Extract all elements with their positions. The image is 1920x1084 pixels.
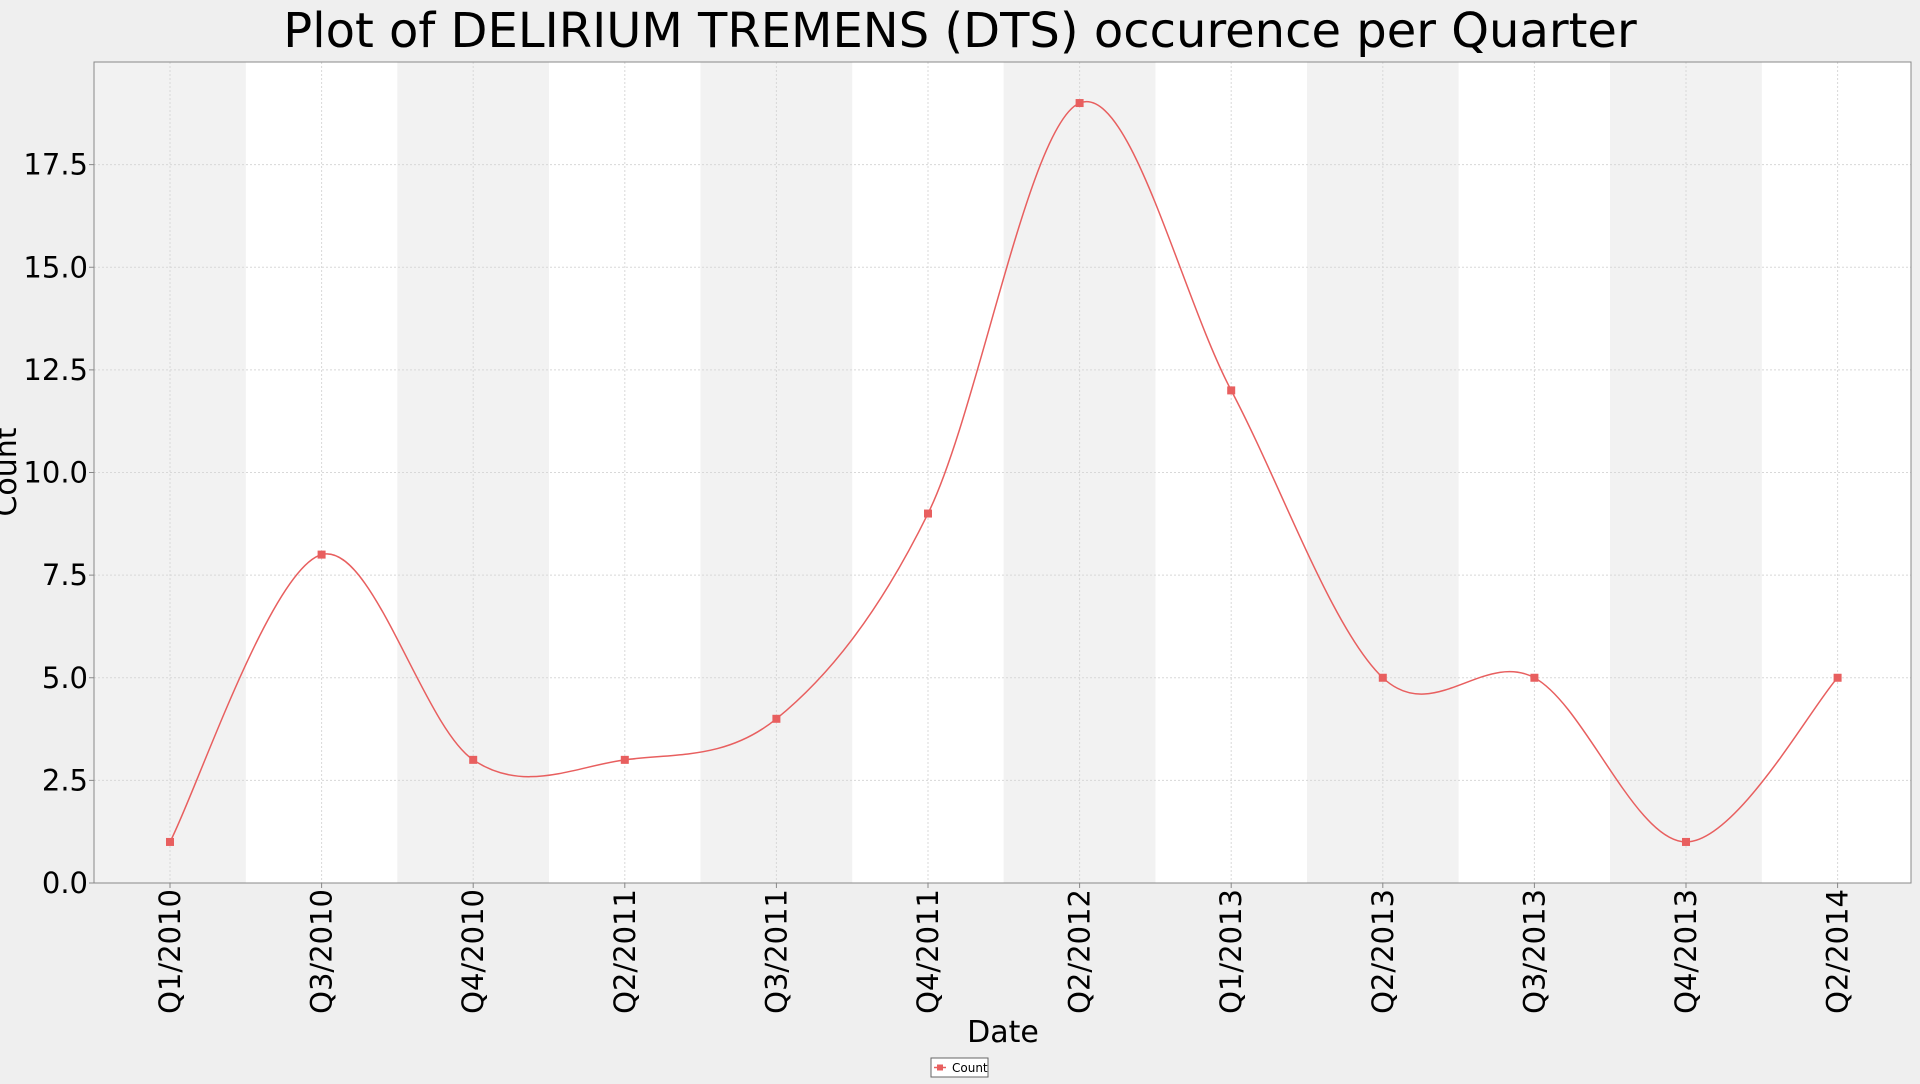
- data-point: [1833, 673, 1842, 682]
- x-tick-label: Q4/2011: [911, 889, 945, 1014]
- y-tick-label: 5.0: [42, 661, 88, 695]
- y-tick-label: 7.5: [42, 558, 88, 592]
- x-tick-label: Q2/2014: [1821, 889, 1855, 1014]
- data-points: [166, 99, 1842, 846]
- legend: Count: [930, 1057, 989, 1078]
- x-tick-label: Q4/2010: [456, 889, 490, 1014]
- x-tick-label: Q3/2011: [759, 889, 793, 1014]
- x-tick-label: Q1/2013: [1214, 889, 1248, 1014]
- y-axis: 0.0 2.5 5.0 7.5 10.0 12.5 15.0 17.5: [23, 148, 94, 900]
- data-point: [1530, 673, 1539, 682]
- data-point: [166, 837, 174, 846]
- legend-marker-swatch: [937, 1064, 943, 1071]
- x-tick-label: Q2/2013: [1366, 889, 1400, 1014]
- x-tick-label: Q3/2010: [305, 889, 339, 1014]
- data-point: [772, 714, 781, 723]
- grid-lines: [94, 62, 1911, 884]
- legend-box: [930, 1057, 989, 1078]
- y-axis-label: Count: [0, 427, 24, 516]
- x-tick-label: Q3/2013: [1517, 889, 1551, 1014]
- x-tick-label: Q4/2013: [1669, 889, 1703, 1014]
- legend-label-count: Count: [952, 1061, 988, 1075]
- data-point: [1682, 837, 1690, 846]
- x-axis: Q1/2010 Q3/2010 Q4/2010 Q2/2011 Q3/2011 Q4/20…: [153, 883, 1855, 1014]
- y-tick-label: 17.5: [23, 148, 88, 182]
- y-tick-label: 15.0: [23, 250, 88, 284]
- y-tick-label: 10.0: [23, 456, 88, 490]
- data-point: [1075, 99, 1084, 108]
- y-tick-label: 12.5: [23, 353, 88, 387]
- x-tick-label: Q1/2010: [153, 889, 187, 1014]
- data-point: [317, 550, 326, 559]
- chart-title: Plot of DELIRIUM TREMENS (DTS) occurence…: [283, 3, 1637, 59]
- data-point: [1227, 386, 1236, 395]
- y-tick-label: 2.5: [42, 763, 88, 797]
- data-point: [924, 509, 932, 518]
- data-point: [620, 755, 629, 764]
- x-tick-label: Q2/2012: [1063, 889, 1097, 1014]
- data-point: [1378, 673, 1387, 682]
- x-axis-label: Date: [967, 1015, 1039, 1050]
- x-tick-label: Q2/2011: [608, 889, 642, 1014]
- y-tick-label: 0.0: [42, 866, 88, 900]
- data-point: [469, 755, 478, 764]
- category-band: [1761, 62, 1911, 883]
